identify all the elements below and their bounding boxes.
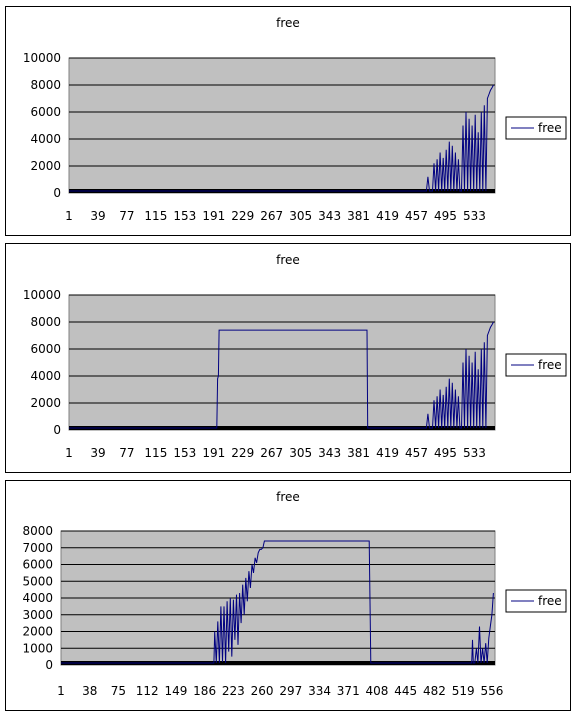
y-tick-label: 0 xyxy=(53,186,61,200)
x-tick-label: 334 xyxy=(308,684,331,698)
y-tick-label: 4000 xyxy=(22,591,53,605)
chart-title: free xyxy=(276,253,300,267)
legend-label: free xyxy=(538,358,562,372)
x-tick-label: 381 xyxy=(347,209,370,223)
legend xyxy=(505,116,567,140)
plot-area xyxy=(68,294,496,431)
x-tick-label: 115 xyxy=(144,446,167,460)
y-tick-label: 2000 xyxy=(30,396,61,410)
x-tick-label: 343 xyxy=(318,446,341,460)
x-tick-label: 191 xyxy=(202,446,225,460)
x-tick-label: 1 xyxy=(57,684,65,698)
x-tick-label: 305 xyxy=(289,446,312,460)
x-tick-label: 153 xyxy=(173,209,196,223)
x-tick-label: 75 xyxy=(111,684,126,698)
x-tick-label: 533 xyxy=(463,209,486,223)
x-tick-label: 39 xyxy=(90,446,105,460)
x-tick-label: 229 xyxy=(231,446,254,460)
y-tick-label: 0 xyxy=(45,658,53,672)
x-tick-label: 149 xyxy=(164,684,187,698)
x-tick-label: 482 xyxy=(423,684,446,698)
x-tick-label: 1 xyxy=(65,446,73,460)
y-tick-label: 0 xyxy=(53,423,61,437)
y-tick-label: 2000 xyxy=(30,159,61,173)
x-tick-label: 533 xyxy=(463,446,486,460)
y-tick-label: 7000 xyxy=(22,541,53,555)
chart-title: free xyxy=(276,490,300,504)
x-tick-label: 186 xyxy=(193,684,216,698)
x-tick-label: 77 xyxy=(119,446,134,460)
y-tick-label: 10000 xyxy=(23,288,61,302)
x-tick-label: 457 xyxy=(405,209,428,223)
x-tick-label: 419 xyxy=(376,209,399,223)
y-tick-label: 3000 xyxy=(22,608,53,622)
y-tick-label: 4000 xyxy=(30,132,61,146)
x-tick-label: 445 xyxy=(394,684,417,698)
y-tick-label: 8000 xyxy=(30,78,61,92)
series-line-free xyxy=(69,321,494,429)
y-tick-label: 6000 xyxy=(30,105,61,119)
x-tick-label: 267 xyxy=(260,446,283,460)
y-tick-label: 6000 xyxy=(22,558,53,572)
y-tick-label: 2000 xyxy=(22,625,53,639)
x-tick-label: 519 xyxy=(452,684,475,698)
x-tick-label: 556 xyxy=(480,684,503,698)
chart-2: free 0 2000 4000 6000 8000 10000 1 39 77 115 153 191… xyxy=(23,253,567,460)
y-tick-label: 10000 xyxy=(23,51,61,65)
x-tick-label: 115 xyxy=(144,209,167,223)
chart-3: free 0 1000 2000 3000 4000 5000 6000 7000 8000 1 38… xyxy=(22,490,567,698)
x-tick-label: 343 xyxy=(318,209,341,223)
x-tick-label: 153 xyxy=(173,446,196,460)
x-tick-label: 191 xyxy=(202,209,225,223)
series-line-free xyxy=(69,84,494,192)
legend xyxy=(505,353,567,377)
x-tick-label: 305 xyxy=(289,209,312,223)
y-tick-label: 8000 xyxy=(30,315,61,329)
legend-label: free xyxy=(538,594,562,608)
chart-panel-1: free 0 2000 4000 6000 8000 10000 1 39 77 115 153 191… xyxy=(5,6,571,236)
chart-panel-2: free 0 2000 4000 6000 8000 10000 1 39 77 115 153 191… xyxy=(5,243,571,473)
y-tick-label: 5000 xyxy=(22,574,53,588)
legend-label: free xyxy=(538,121,562,135)
series-line-free xyxy=(61,540,494,664)
y-tick-label: 8000 xyxy=(22,524,53,538)
x-tick-label: 381 xyxy=(347,446,370,460)
x-tick-label: 495 xyxy=(434,446,457,460)
x-tick-label: 229 xyxy=(231,209,254,223)
x-tick-label: 419 xyxy=(376,446,399,460)
x-tick-label: 112 xyxy=(136,684,159,698)
chart-title: free xyxy=(276,16,300,30)
x-tick-label: 267 xyxy=(260,209,283,223)
x-tick-label: 408 xyxy=(366,684,389,698)
x-tick-label: 297 xyxy=(279,684,302,698)
plot-area xyxy=(68,57,496,194)
x-tick-label: 371 xyxy=(337,684,360,698)
x-tick-label: 39 xyxy=(90,209,105,223)
x-tick-label: 38 xyxy=(82,684,97,698)
x-tick-label: 457 xyxy=(405,446,428,460)
y-tick-label: 1000 xyxy=(22,641,53,655)
x-tick-label: 1 xyxy=(65,209,73,223)
x-tick-label: 495 xyxy=(434,209,457,223)
y-tick-label: 6000 xyxy=(30,342,61,356)
x-tick-label: 223 xyxy=(222,684,245,698)
x-tick-label: 77 xyxy=(119,209,134,223)
y-tick-label: 4000 xyxy=(30,369,61,383)
chart-1: free 0 2000 4000 6000 8000 10000 1 39 77 115 153 191… xyxy=(23,16,567,223)
legend xyxy=(505,589,567,613)
chart-panel-3: free 0 1000 2000 3000 4000 5000 6000 7000 8000 1 38… xyxy=(5,480,571,711)
x-tick-label: 260 xyxy=(251,684,274,698)
